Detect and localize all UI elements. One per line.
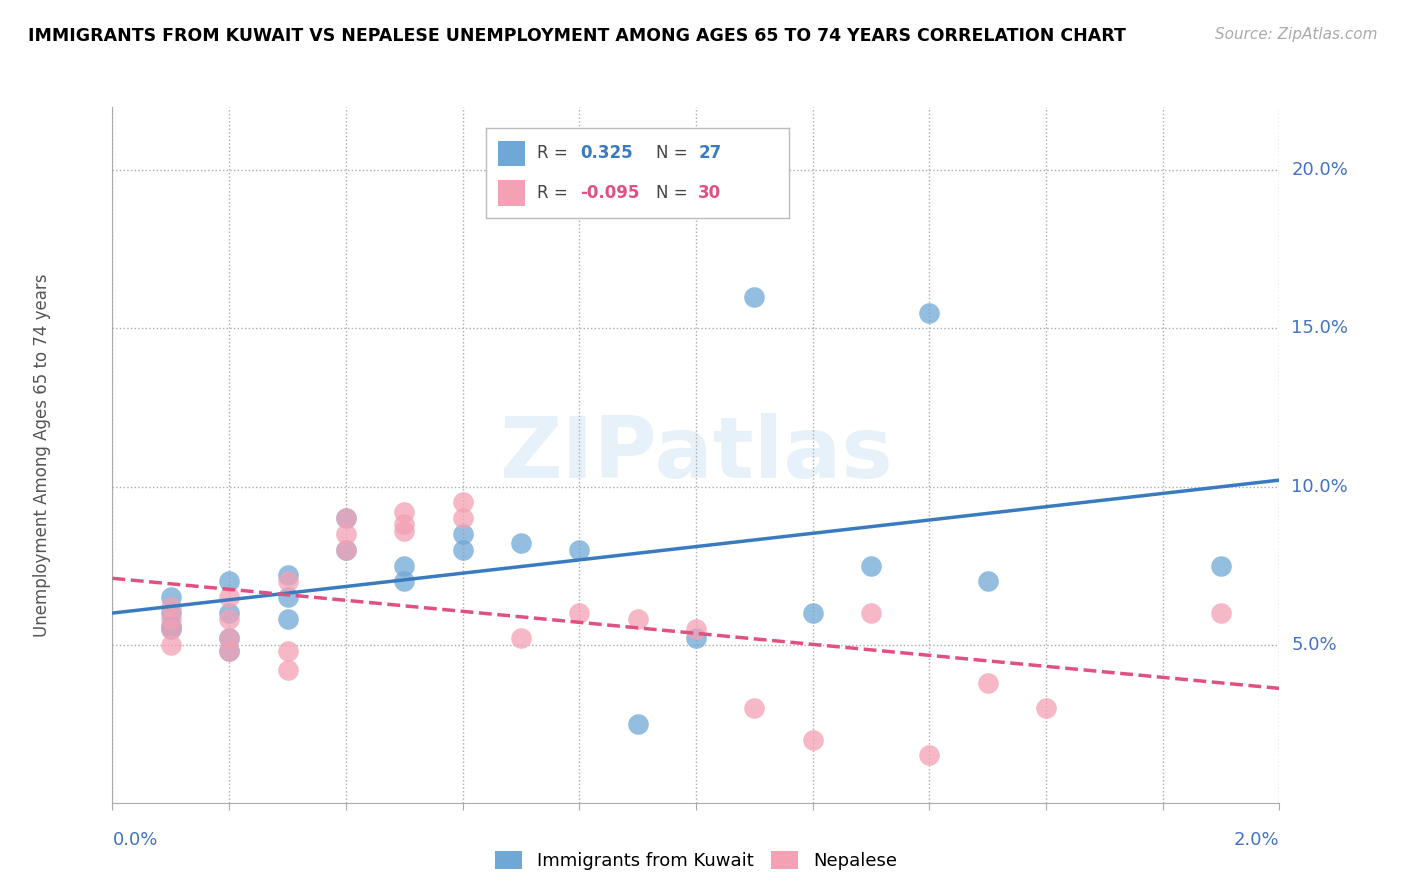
Point <box>742 290 765 304</box>
Point <box>160 612 183 626</box>
Point <box>392 517 416 532</box>
Point <box>160 622 183 636</box>
Point <box>451 542 474 557</box>
Point <box>976 574 998 589</box>
Legend: Immigrants from Kuwait, Nepalese: Immigrants from Kuwait, Nepalese <box>488 844 904 877</box>
Point <box>451 495 474 509</box>
Text: Unemployment Among Ages 65 to 74 years: Unemployment Among Ages 65 to 74 years <box>34 273 52 637</box>
Text: 15.0%: 15.0% <box>1291 319 1348 337</box>
Point <box>218 606 240 620</box>
Point <box>335 542 357 557</box>
Text: 5.0%: 5.0% <box>1291 636 1337 654</box>
Point <box>568 542 591 557</box>
Point <box>451 527 474 541</box>
Point <box>276 574 298 589</box>
Point <box>218 644 240 658</box>
Point <box>1209 606 1232 620</box>
Point <box>335 511 357 525</box>
Text: 2.0%: 2.0% <box>1234 830 1279 848</box>
Point <box>509 632 531 646</box>
Point <box>160 618 183 632</box>
Point <box>626 716 648 731</box>
Text: Source: ZipAtlas.com: Source: ZipAtlas.com <box>1215 27 1378 42</box>
Point <box>742 701 765 715</box>
Point <box>1209 558 1232 573</box>
Point <box>218 644 240 658</box>
Point <box>392 574 416 589</box>
Point <box>1035 701 1057 715</box>
Point <box>859 606 883 620</box>
Point <box>276 568 298 582</box>
Text: ZIPatlas: ZIPatlas <box>499 413 893 497</box>
Point <box>451 511 474 525</box>
Point <box>218 612 240 626</box>
Text: 0.0%: 0.0% <box>112 830 157 848</box>
Point <box>392 524 416 538</box>
Point <box>160 591 183 605</box>
Point <box>918 305 941 319</box>
Point <box>335 542 357 557</box>
Text: 10.0%: 10.0% <box>1291 477 1348 496</box>
Point <box>392 558 416 573</box>
Point <box>276 612 298 626</box>
Point <box>801 606 824 620</box>
Point <box>276 644 298 658</box>
Point <box>392 505 416 519</box>
Point <box>859 558 883 573</box>
Point <box>276 591 298 605</box>
Point <box>335 527 357 541</box>
Point <box>160 599 183 614</box>
Point <box>918 748 941 763</box>
Point <box>160 638 183 652</box>
Point <box>160 622 183 636</box>
Point <box>685 622 707 636</box>
Point <box>801 732 824 747</box>
Point <box>568 606 591 620</box>
Point <box>218 632 240 646</box>
Text: 20.0%: 20.0% <box>1291 161 1348 179</box>
Point <box>276 663 298 677</box>
Point <box>218 632 240 646</box>
Point <box>976 675 998 690</box>
Point <box>509 536 531 550</box>
Point <box>218 574 240 589</box>
Point <box>160 606 183 620</box>
Point <box>626 612 648 626</box>
Point <box>685 632 707 646</box>
Point <box>218 591 240 605</box>
Point <box>335 511 357 525</box>
Text: IMMIGRANTS FROM KUWAIT VS NEPALESE UNEMPLOYMENT AMONG AGES 65 TO 74 YEARS CORREL: IMMIGRANTS FROM KUWAIT VS NEPALESE UNEMP… <box>28 27 1126 45</box>
